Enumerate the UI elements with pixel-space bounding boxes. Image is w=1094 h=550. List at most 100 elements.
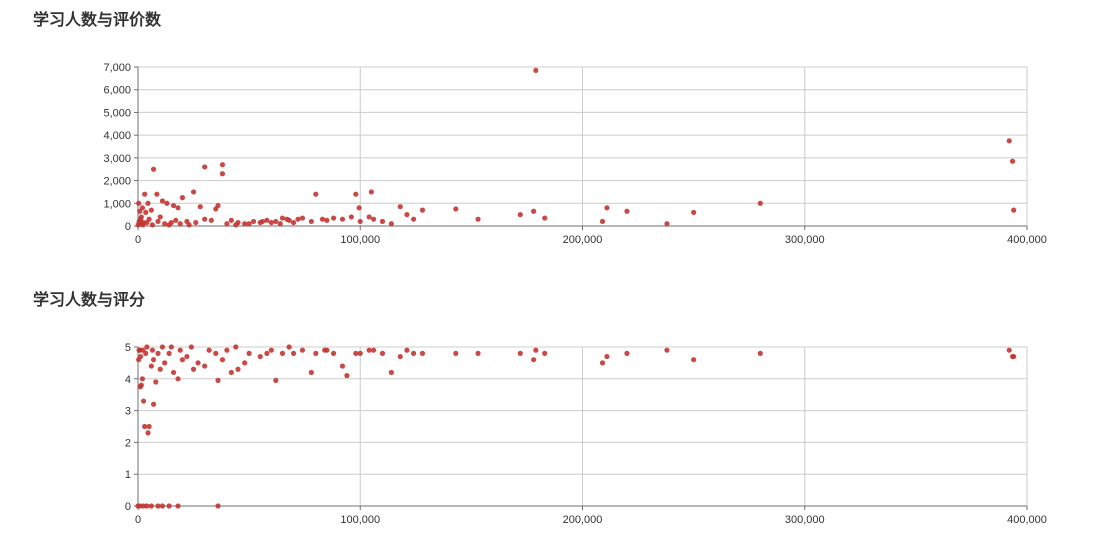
scatter-point bbox=[190, 189, 197, 195]
scatter-point bbox=[224, 347, 230, 353]
scatter-point bbox=[188, 344, 194, 350]
scatter-point bbox=[149, 222, 156, 228]
scatter-point bbox=[353, 191, 359, 197]
scatter-point bbox=[235, 366, 241, 372]
y-tick-label: 2,000 bbox=[103, 176, 131, 188]
scatter-point bbox=[246, 350, 252, 356]
y-tick-label: 3,000 bbox=[103, 153, 131, 165]
scatter-point bbox=[202, 216, 208, 222]
scatter-point bbox=[691, 209, 697, 215]
scatter-point bbox=[155, 218, 161, 225]
scatter-point bbox=[370, 216, 377, 222]
scatter-point bbox=[664, 347, 670, 353]
scatter-point bbox=[213, 350, 219, 356]
scatter-point bbox=[146, 423, 152, 430]
scatter-point bbox=[531, 357, 537, 363]
scatter-point bbox=[1011, 207, 1017, 213]
scatter-point bbox=[313, 350, 319, 356]
scatter-point bbox=[177, 347, 183, 353]
scatter-point bbox=[404, 212, 410, 218]
scatter-point bbox=[159, 198, 166, 204]
scatter-plot-review-count: 0 1,000 2,000 3,000 4,000 5,000 6,000 7,000 0 100… bbox=[103, 62, 1047, 246]
scatter-point bbox=[542, 215, 548, 221]
y-tick-label: 4,000 bbox=[103, 130, 131, 142]
x-tick-label: 400,000 bbox=[1007, 234, 1047, 246]
scatter-point bbox=[202, 164, 208, 170]
scatter-point bbox=[370, 347, 377, 353]
scatter-point bbox=[410, 216, 417, 222]
scatter-point bbox=[148, 363, 154, 369]
scatter-point bbox=[242, 221, 248, 227]
scatter-point bbox=[215, 503, 221, 509]
chart-review-count: 学习人数与评价数 0 1,000 2,000 3,000 4,000 5,000 6,000… bbox=[0, 0, 1094, 270]
scatter-point bbox=[139, 376, 146, 382]
scatter-point bbox=[599, 360, 606, 366]
scatter-point bbox=[308, 218, 314, 225]
scatter-point bbox=[624, 350, 630, 356]
scatter-point bbox=[691, 357, 697, 363]
scatter-point bbox=[135, 222, 141, 228]
scatter-point bbox=[197, 204, 203, 210]
scatter-point bbox=[179, 357, 186, 363]
x-tick-label: 300,000 bbox=[785, 514, 825, 526]
scatter-point bbox=[453, 206, 459, 212]
scatter-point bbox=[148, 503, 154, 509]
y-tick-label: 5,000 bbox=[103, 107, 131, 119]
scatter-point bbox=[148, 207, 154, 213]
scatter-point bbox=[379, 218, 386, 225]
y-tick-label: 2 bbox=[125, 437, 131, 449]
scatter-point bbox=[330, 215, 337, 221]
scatter-point bbox=[339, 216, 346, 222]
scatter-point bbox=[475, 350, 481, 356]
scatter-point bbox=[157, 214, 163, 220]
scatter-point bbox=[368, 189, 374, 195]
scatter-point bbox=[144, 503, 150, 509]
scatter-point bbox=[517, 212, 523, 218]
scatter-point bbox=[228, 217, 234, 223]
scatter-point bbox=[202, 363, 208, 369]
scatter-point bbox=[1006, 138, 1012, 144]
scatter-point bbox=[279, 350, 286, 356]
scatter-point bbox=[1009, 158, 1016, 164]
chart-rating: 学习人数与评分 0 1 2 3 4 5 0 100,000 200,000 300,000 400,… bbox=[0, 280, 1094, 550]
scatter-point bbox=[193, 219, 199, 226]
scatter-point bbox=[215, 377, 221, 383]
scatter-point bbox=[533, 347, 539, 353]
scatter-point bbox=[242, 360, 248, 366]
scatter-point bbox=[379, 350, 386, 356]
scatter-point bbox=[142, 423, 148, 430]
scatter-point bbox=[268, 219, 274, 226]
scatter-point bbox=[219, 162, 226, 168]
scatter-point bbox=[353, 350, 359, 356]
scatter-point bbox=[145, 430, 151, 436]
scatter-point bbox=[137, 384, 143, 390]
scatter-point bbox=[190, 366, 197, 372]
scatter-point bbox=[233, 344, 239, 350]
scatter-point bbox=[419, 350, 426, 356]
y-tick-label: 0 bbox=[125, 501, 131, 513]
scatter-point bbox=[150, 357, 157, 363]
scatter-point bbox=[357, 350, 363, 356]
scatter-point bbox=[246, 221, 252, 227]
scatter-point bbox=[348, 214, 354, 220]
scatter-point bbox=[599, 218, 606, 225]
scatter-point bbox=[166, 503, 172, 509]
y-tick-label: 6,000 bbox=[103, 85, 131, 97]
scatter-point bbox=[179, 195, 186, 201]
x-tick-label: 100,000 bbox=[340, 514, 380, 526]
x-tick-label: 0 bbox=[135, 514, 141, 526]
scatter-point bbox=[219, 357, 226, 363]
scatter-point bbox=[308, 369, 314, 376]
scatter-point bbox=[268, 347, 274, 353]
scatter-point bbox=[170, 369, 177, 376]
scatter-point bbox=[475, 216, 481, 222]
scatter-point bbox=[228, 369, 234, 376]
scatter-point bbox=[153, 379, 159, 385]
scatter-point bbox=[279, 215, 286, 221]
scatter-point bbox=[186, 222, 192, 228]
scatter-point bbox=[397, 204, 403, 210]
scatter-point bbox=[144, 344, 150, 350]
scatter-point bbox=[1006, 347, 1012, 353]
y-tick-label: 3 bbox=[125, 406, 131, 418]
scatter-point bbox=[155, 350, 161, 356]
